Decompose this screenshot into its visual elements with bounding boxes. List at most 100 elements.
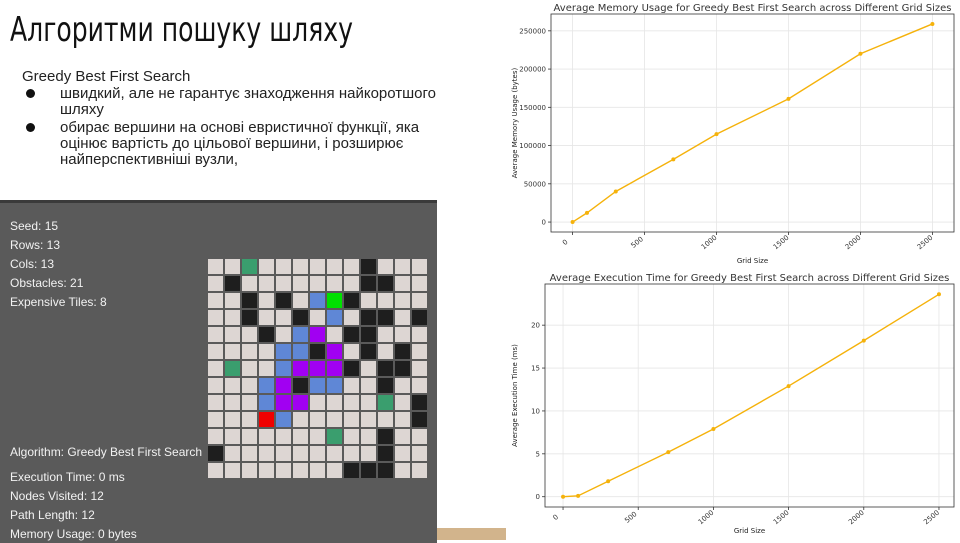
obstacle-cell [378, 429, 393, 444]
cols-label: Cols: 13 [10, 257, 55, 271]
empty-cell [208, 395, 223, 410]
empty-cell [276, 429, 291, 444]
path-cell [276, 395, 291, 410]
empty-cell [276, 276, 291, 291]
empty-cell [225, 463, 240, 478]
empty-cell [327, 395, 342, 410]
data-point [570, 220, 575, 225]
empty-cell [378, 344, 393, 359]
obstacle-cell [344, 361, 359, 376]
empty-cell [293, 412, 308, 427]
rows-label: Rows: 13 [10, 238, 61, 252]
x-tick-label: 0 [551, 513, 560, 522]
data-point [786, 96, 791, 101]
empty-cell [327, 327, 342, 342]
empty-cell [276, 310, 291, 325]
empty-cell [412, 259, 427, 274]
empty-cell [395, 327, 410, 342]
empty-cell [259, 446, 274, 461]
empty-cell [395, 276, 410, 291]
data-point [561, 494, 566, 499]
expensive-cell [242, 259, 257, 274]
data-point [858, 51, 863, 56]
empty-cell [259, 361, 274, 376]
empty-cell [208, 412, 223, 427]
y-tick-label: 20 [531, 322, 540, 330]
data-point [666, 450, 671, 455]
bullet-list: швидкий, але не гарантує знаходження най… [22, 86, 442, 170]
obstacle-cell [412, 412, 427, 427]
data-point [861, 338, 866, 343]
empty-cell [344, 259, 359, 274]
empty-cell [412, 276, 427, 291]
empty-cell [344, 395, 359, 410]
empty-cell [242, 361, 257, 376]
y-tick-label: 10 [531, 407, 540, 415]
obstacle-cell [361, 310, 376, 325]
data-point [576, 493, 581, 498]
expensive-cell [378, 395, 393, 410]
obstacle-cell [242, 293, 257, 308]
empty-cell [259, 276, 274, 291]
empty-cell [378, 412, 393, 427]
data-point [613, 189, 618, 194]
target-cell [259, 412, 274, 427]
visited-cell [259, 378, 274, 393]
obstacle-cell [276, 293, 291, 308]
empty-cell [276, 463, 291, 478]
x-axis-label: Grid Size [737, 257, 768, 265]
empty-cell [259, 259, 274, 274]
obstacle-cell [344, 327, 359, 342]
bullet-item: швидкий, але не гарантує знаходження най… [22, 86, 442, 118]
chart-title: Average Execution Time for Greedy Best F… [550, 273, 950, 284]
obstacle-cell [361, 327, 376, 342]
obstacle-cell [361, 259, 376, 274]
empty-cell [225, 429, 240, 444]
data-point [936, 292, 941, 297]
empty-cell [344, 276, 359, 291]
x-tick-label: 1000 [697, 509, 716, 527]
empty-cell [259, 429, 274, 444]
empty-cell [259, 344, 274, 359]
expensive-cell [225, 361, 240, 376]
empty-cell [242, 463, 257, 478]
y-tick-label: 15 [531, 365, 540, 373]
empty-cell [242, 276, 257, 291]
expensive-cell [327, 429, 342, 444]
empty-cell [310, 412, 325, 427]
visited-cell [327, 310, 342, 325]
obstacle-cell [293, 378, 308, 393]
empty-cell [361, 378, 376, 393]
empty-cell [225, 412, 240, 427]
empty-cell [208, 310, 223, 325]
empty-cell [225, 327, 240, 342]
empty-cell [344, 446, 359, 461]
empty-cell [293, 293, 308, 308]
empty-cell [208, 276, 223, 291]
obstacles-label: Obstacles: 21 [10, 276, 84, 290]
empty-cell [242, 429, 257, 444]
obstacle-cell [395, 344, 410, 359]
obstacle-cell [378, 463, 393, 478]
x-axis-label: Grid Size [734, 527, 765, 535]
y-tick-label: 50000 [524, 180, 546, 188]
obstacle-cell [412, 310, 427, 325]
empty-cell [310, 259, 325, 274]
empty-cell [208, 361, 223, 376]
obstacle-cell [378, 446, 393, 461]
x-tick-label: 1000 [700, 234, 719, 252]
slide-subtitle: Greedy Best First Search [22, 68, 191, 85]
empty-cell [361, 446, 376, 461]
data-point [671, 157, 676, 162]
bullet-text: обирає вершини на основі евристичної фун… [60, 119, 420, 168]
visited-cell [259, 395, 274, 410]
data-point [786, 384, 791, 389]
memory-usage-label: Memory Usage: 0 bytes [10, 527, 137, 541]
path-grid [207, 258, 428, 479]
obstacle-cell [225, 276, 240, 291]
empty-cell [293, 276, 308, 291]
y-tick-label: 0 [536, 493, 540, 501]
empty-cell [327, 463, 342, 478]
series-line [563, 293, 940, 498]
x-tick-label: 0 [561, 238, 570, 247]
